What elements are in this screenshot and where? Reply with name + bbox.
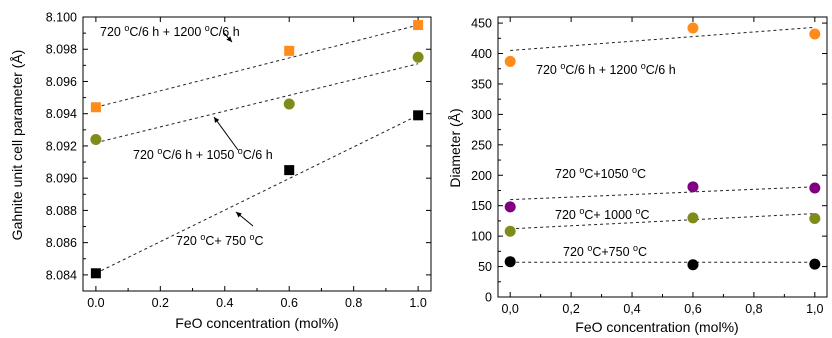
chart0-y-tick-label: 8.094 — [46, 107, 77, 121]
chart1-x-tick-label: 0,2 — [562, 302, 579, 316]
chart1-y-tick-label: 300 — [471, 108, 492, 122]
chart1-annotation-label: 720 oC+ 1000 oC — [555, 206, 650, 222]
chart0-fit-line-1 — [95, 63, 419, 144]
chart0-annotation-label: 720 oC/6 h + 1200 oC/6 h — [100, 23, 240, 39]
chart0-data-point-square — [90, 268, 101, 279]
chart0-annotation-arrowhead — [236, 212, 242, 218]
chart0-x-tick-label: 0.0 — [87, 296, 104, 310]
chart1-y-tick-label: 200 — [471, 169, 492, 183]
chart0-y-tick-label: 8.084 — [46, 268, 77, 282]
chart1-data-point-circle — [809, 182, 821, 194]
chart0-y-tick-label: 8.096 — [46, 75, 77, 89]
chart0-data-point-circle — [412, 51, 424, 63]
chart1-fit-line-2 — [510, 213, 815, 230]
chart0-x-tick-label: 1.0 — [409, 296, 426, 310]
chart1-x-tick-label: 0,4 — [623, 302, 640, 316]
chart0-data-point-square — [413, 110, 424, 121]
chart1-fit-line-0 — [510, 26, 815, 51]
chart0-fit-line-0 — [95, 24, 419, 108]
chart1-annotation-label: 720 oC+750 oC — [563, 243, 647, 259]
chart1-annotation-label: 720 oC/6 h + 1200 oC/6 h — [536, 61, 676, 77]
chart1-y-tick-label: 250 — [471, 138, 492, 152]
chart1-x-tick-label: 1,0 — [806, 302, 823, 316]
chart1-x-tick-label: 0,0 — [501, 302, 518, 316]
chart0-annotation-arrowhead — [214, 117, 220, 123]
chart0-x-tick-label: 0.8 — [345, 296, 362, 310]
chart0-annotation-label: 720 oC+ 750 oC — [176, 232, 264, 248]
chart1-annotation-label: 720 oC+1050 oC — [555, 165, 646, 181]
chart1-y-tick-label: 400 — [471, 47, 492, 61]
chart0-data-point-circle — [283, 98, 295, 110]
chart1-x-tick-label: 0,8 — [745, 302, 762, 316]
chart1-y-tick-label: 100 — [471, 230, 492, 244]
chart1-plot-frame — [497, 16, 828, 298]
chart0-y-tick-label: 8.098 — [46, 43, 77, 57]
chart1-y-tick-label: 350 — [471, 77, 492, 91]
chart1-data-point-circle — [687, 259, 699, 271]
chart-right-panel: Diameter (Å) FeO concentration (mol%) 0,… — [447, 16, 828, 335]
chart1-data-point-circle — [809, 258, 821, 270]
chart0-x-tick-label: 0.6 — [281, 296, 298, 310]
left-y-axis-label: Gahnite unit cell parameter (Å) — [9, 50, 25, 241]
chart-left-panel: Gahnite unit cell parameter (Å) FeO conc… — [9, 11, 432, 331]
chart0-annotation-arrow — [213, 116, 239, 151]
chart1-data-point-circle — [504, 201, 516, 213]
chart0-annotation-arrowhead — [226, 36, 232, 42]
chart1-data-point-circle — [809, 28, 821, 40]
chart0-data-point-square — [284, 165, 295, 176]
right-x-axis-label: FeO concentration (mol%) — [575, 319, 738, 335]
chart0-data-point-circle — [90, 133, 102, 145]
chart1-x-tick-label: 0,6 — [684, 302, 701, 316]
left-x-axis-label: FeO concentration (mol%) — [175, 315, 338, 331]
chart1-data-point-circle — [504, 225, 516, 237]
chart1-data-point-circle — [687, 22, 699, 34]
chart0-y-tick-label: 8.100 — [46, 11, 77, 25]
chart0-data-point-square — [284, 45, 295, 56]
chart1-y-tick-label: 450 — [471, 17, 492, 31]
chart0-x-tick-label: 0.2 — [152, 296, 169, 310]
chart0-fit-line-2 — [95, 114, 419, 274]
chart0-annotation-label: 720 oC/6 h + 1050 oC/6 h — [133, 146, 273, 162]
chart0-y-tick-label: 8.088 — [46, 204, 77, 218]
chart1-data-point-circle — [504, 256, 516, 268]
chart0-y-tick-label: 8.092 — [46, 139, 77, 153]
right-y-axis-label: Diameter (Å) — [447, 108, 463, 187]
chart1-y-tick-label: 0 — [485, 291, 492, 305]
chart1-data-point-circle — [504, 55, 516, 67]
chart0-y-tick-label: 8.090 — [46, 172, 77, 186]
chart1-y-tick-label: 50 — [478, 260, 492, 274]
chart1-fit-line-1 — [510, 186, 815, 201]
chart1-y-tick-label: 150 — [471, 199, 492, 213]
chart0-data-point-square — [413, 20, 424, 31]
chart1-data-point-circle — [809, 212, 821, 224]
chart0-y-tick-label: 8.086 — [46, 236, 77, 250]
chart1-data-point-circle — [687, 212, 699, 224]
chart0-x-tick-label: 0.4 — [216, 296, 233, 310]
chart1-data-point-circle — [687, 181, 699, 193]
chart0-data-point-square — [90, 102, 101, 113]
